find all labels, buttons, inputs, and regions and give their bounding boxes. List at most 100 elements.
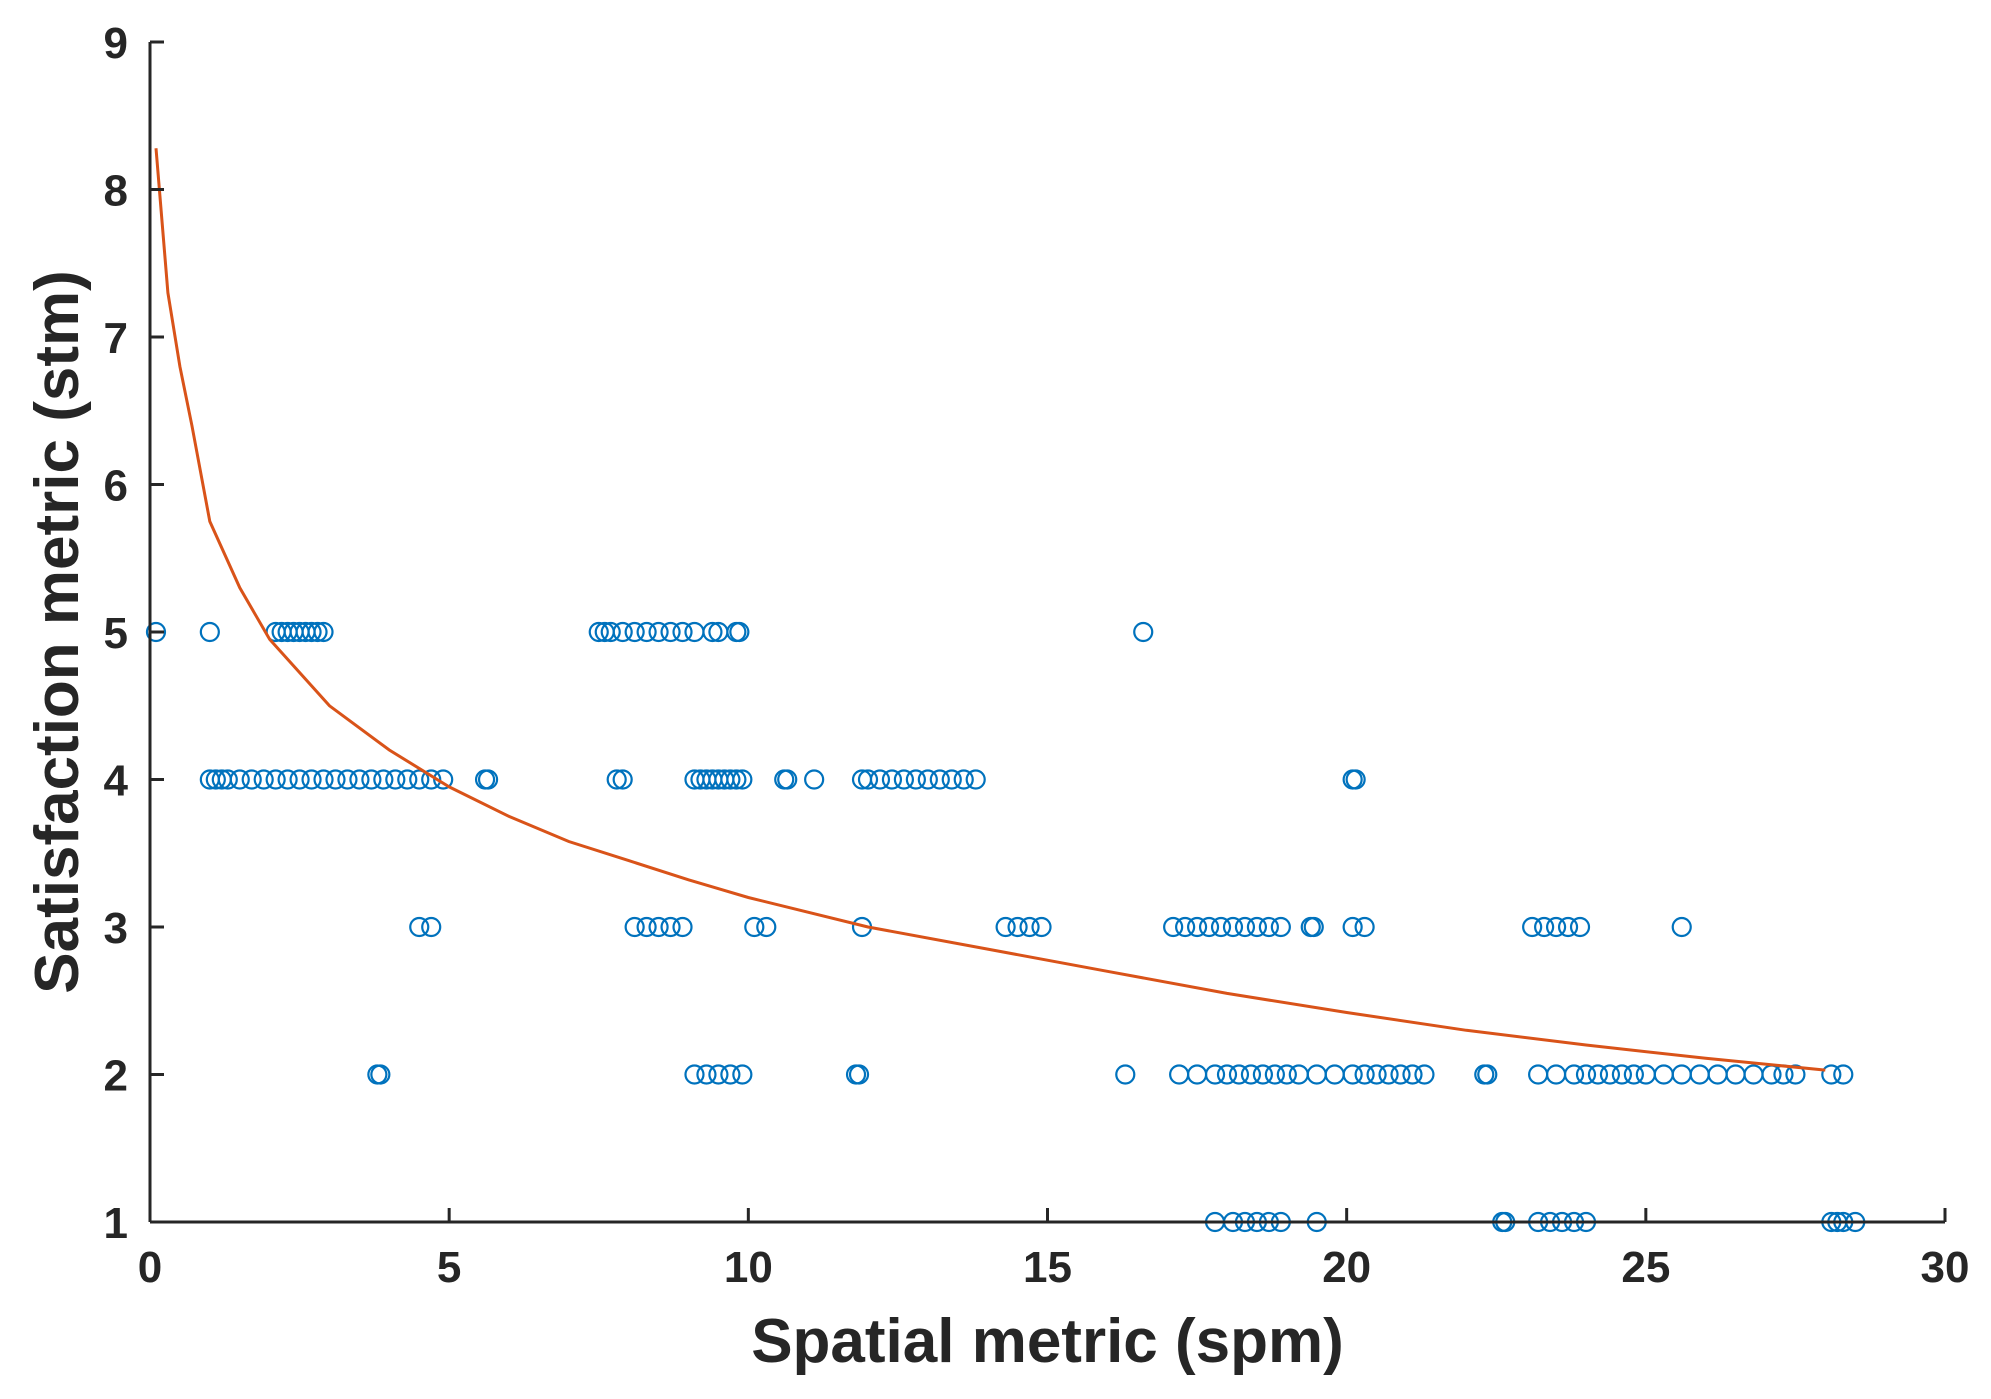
data-point bbox=[1611, 1064, 1633, 1085]
data-point bbox=[606, 769, 627, 790]
data-point bbox=[1378, 1064, 1399, 1085]
y-tick-label: 8 bbox=[104, 167, 128, 216]
data-point bbox=[777, 769, 798, 790]
y-axis-title: Satisfaction metric (stm) bbox=[23, 270, 92, 994]
data-point bbox=[941, 769, 962, 790]
data-point bbox=[648, 621, 669, 643]
data-point bbox=[1204, 1064, 1226, 1085]
data-point bbox=[265, 769, 286, 790]
data-point bbox=[917, 769, 938, 790]
x-tick-label: 15 bbox=[1023, 1243, 1072, 1292]
data-point bbox=[397, 769, 418, 790]
data-point bbox=[1345, 769, 1366, 790]
data-point bbox=[1477, 1064, 1498, 1085]
data-point bbox=[289, 769, 310, 790]
data-point bbox=[1833, 1064, 1854, 1085]
plot-area bbox=[145, 148, 1866, 1233]
data-point bbox=[600, 621, 621, 643]
data-point bbox=[409, 769, 430, 790]
data-point bbox=[1563, 1064, 1585, 1085]
data-point bbox=[1545, 916, 1567, 938]
data-point bbox=[253, 769, 274, 790]
data-point bbox=[1623, 1064, 1644, 1085]
data-point bbox=[1671, 1064, 1692, 1085]
data-point bbox=[373, 769, 394, 790]
y-tick-label: 4 bbox=[104, 757, 129, 806]
data-point bbox=[421, 769, 442, 790]
data-point bbox=[277, 769, 298, 790]
data-point bbox=[1303, 916, 1324, 938]
data-point bbox=[696, 1064, 717, 1085]
data-point bbox=[199, 621, 220, 643]
data-point bbox=[720, 769, 741, 790]
data-point bbox=[1210, 916, 1232, 938]
data-point bbox=[756, 916, 777, 938]
x-tick-label: 30 bbox=[1921, 1243, 1970, 1292]
data-point bbox=[702, 621, 723, 643]
data-point bbox=[1324, 1064, 1345, 1085]
y-tick-label: 7 bbox=[104, 314, 128, 363]
data-point bbox=[1569, 916, 1591, 938]
data-point bbox=[660, 621, 681, 643]
data-point bbox=[409, 916, 430, 938]
data-point bbox=[1575, 1064, 1597, 1085]
data-point bbox=[1288, 1064, 1309, 1085]
data-point bbox=[229, 769, 250, 790]
data-point bbox=[1587, 1064, 1609, 1085]
data-point bbox=[1031, 916, 1052, 938]
axes bbox=[148, 42, 1945, 1224]
data-point bbox=[636, 916, 657, 938]
y-tick-label: 9 bbox=[104, 19, 128, 68]
data-point bbox=[1414, 1064, 1435, 1085]
data-point bbox=[1653, 1064, 1674, 1085]
data-point bbox=[1216, 1064, 1238, 1085]
y-tick-label: 2 bbox=[104, 1052, 128, 1101]
data-point bbox=[732, 1064, 753, 1085]
data-point bbox=[1534, 916, 1555, 938]
data-point bbox=[1234, 916, 1256, 938]
data-point bbox=[361, 769, 382, 790]
y-tick-label: 5 bbox=[104, 609, 128, 658]
data-point bbox=[1390, 1064, 1411, 1085]
data-point bbox=[1785, 1064, 1806, 1085]
data-point bbox=[433, 769, 454, 790]
data-point bbox=[881, 769, 903, 790]
data-point bbox=[1354, 916, 1375, 938]
data-point bbox=[241, 769, 262, 790]
data-point bbox=[624, 916, 645, 938]
data-point bbox=[1270, 916, 1291, 938]
data-point bbox=[145, 621, 167, 643]
data-point bbox=[1169, 1064, 1190, 1085]
data-point bbox=[1635, 1064, 1656, 1085]
data-point bbox=[1186, 916, 1208, 938]
data-point bbox=[857, 769, 879, 790]
data-point bbox=[1522, 916, 1543, 938]
x-tick-label: 25 bbox=[1621, 1243, 1670, 1292]
data-point bbox=[1366, 1064, 1387, 1085]
data-point bbox=[995, 916, 1016, 938]
data-point bbox=[385, 769, 406, 790]
data-point bbox=[1528, 1064, 1549, 1085]
data-point bbox=[905, 769, 926, 790]
data-point bbox=[1545, 1064, 1567, 1085]
data-point bbox=[744, 916, 765, 938]
y-tick-label: 1 bbox=[104, 1199, 128, 1248]
data-point bbox=[1115, 1064, 1136, 1085]
data-point bbox=[1228, 1064, 1250, 1085]
data-point bbox=[1725, 1064, 1746, 1085]
data-point bbox=[1258, 916, 1279, 938]
data-point bbox=[636, 621, 657, 643]
data-point bbox=[684, 1064, 705, 1085]
data-point bbox=[848, 1064, 870, 1085]
data-point bbox=[726, 769, 747, 790]
data-point bbox=[1133, 621, 1154, 643]
data-point bbox=[1186, 1064, 1208, 1085]
data-point bbox=[588, 621, 609, 643]
x-tick-label: 0 bbox=[138, 1243, 162, 1292]
data-point bbox=[349, 769, 370, 790]
data-point bbox=[893, 769, 915, 790]
data-point bbox=[1198, 916, 1220, 938]
data-point bbox=[1276, 1064, 1297, 1085]
data-point bbox=[301, 769, 322, 790]
data-point bbox=[1222, 916, 1244, 938]
